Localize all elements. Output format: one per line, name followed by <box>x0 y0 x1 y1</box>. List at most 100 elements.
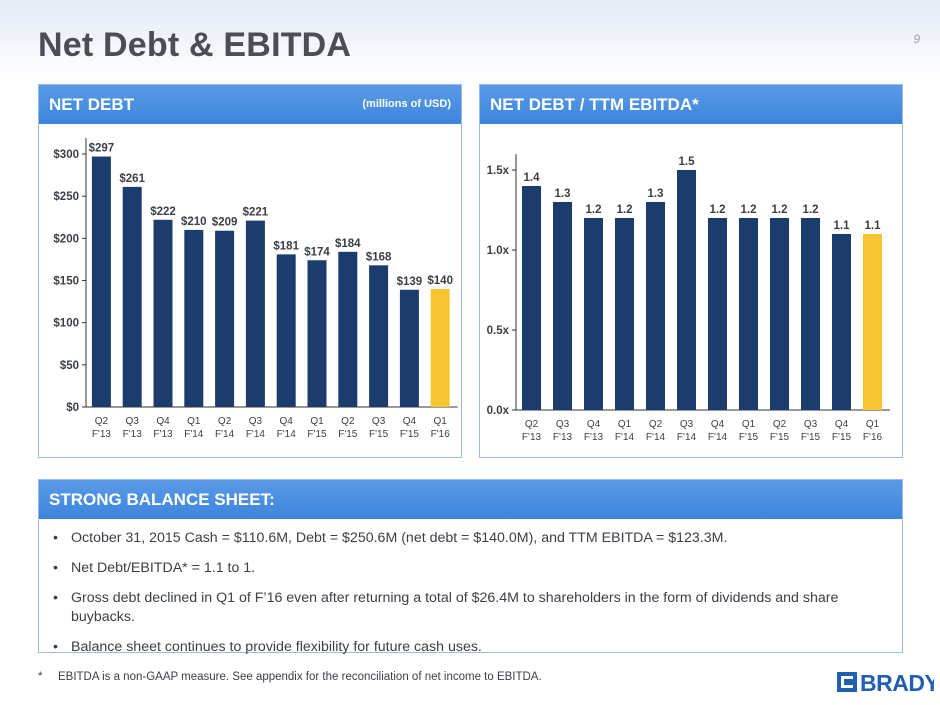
bar <box>245 220 265 407</box>
x-tick-label: Q1 <box>187 416 201 427</box>
data-label: 1.2 <box>741 204 757 216</box>
x-tick-label: F'14 <box>708 432 728 443</box>
bar <box>91 156 111 407</box>
x-tick-label: F'13 <box>522 432 542 443</box>
bullet-marker: • <box>53 560 58 576</box>
bar <box>615 218 634 410</box>
x-tick-label: F'14 <box>615 432 635 443</box>
bullet-marker: • <box>53 639 58 655</box>
y-tick-label: $300 <box>53 149 79 161</box>
bullet-text: Gross debt declined in Q1 of F’16 even a… <box>71 590 839 625</box>
net-debt-panel: NET DEBT (millions of USD) $0 $50 $100 $150… <box>38 84 462 458</box>
x-tick-label: Q2 <box>525 419 539 430</box>
bar <box>430 288 450 407</box>
data-label: 1.3 <box>648 188 664 200</box>
x-tick-label: Q2 <box>95 416 109 427</box>
bar <box>832 234 851 410</box>
x-tick-label: F'15 <box>369 429 389 440</box>
x-tick-label: F'16 <box>863 432 883 443</box>
x-tick-label: F'15 <box>400 429 420 440</box>
data-label: $221 <box>243 207 269 219</box>
bullet-marker: • <box>53 590 58 606</box>
bar <box>677 170 696 410</box>
bar <box>708 218 727 410</box>
x-tick-label: F'13 <box>123 429 143 440</box>
data-label: 1.3 <box>555 188 571 200</box>
x-tick-label: Q4 <box>403 416 417 427</box>
bullet-marker: • <box>53 530 58 546</box>
bullet-text: Balance sheet continues to provide flexi… <box>71 639 482 655</box>
data-label: 1.5 <box>679 156 696 168</box>
bar <box>369 265 389 407</box>
x-tick-label: Q2 <box>341 416 355 427</box>
x-tick-label: F'13 <box>553 432 573 443</box>
ratio-title: NET DEBT / TTM EBITDA* <box>490 95 699 114</box>
x-tick-label: Q4 <box>587 419 601 430</box>
x-tick-label: F'13 <box>92 429 112 440</box>
y-tick-label: 0.0x <box>487 405 510 417</box>
bar <box>276 254 296 407</box>
x-tick-label: F'15 <box>338 429 358 440</box>
bar <box>122 186 142 407</box>
y-tick-label: $0 <box>66 402 79 414</box>
x-tick-label: Q4 <box>835 419 849 430</box>
x-tick-label: Q1 <box>434 416 448 427</box>
balance-sheet-header: STRONG BALANCE SHEET: <box>39 480 902 519</box>
bar <box>338 251 358 407</box>
x-tick-label: Q3 <box>804 419 818 430</box>
x-tick-label: Q4 <box>156 416 170 427</box>
data-label: 1.1 <box>865 220 882 232</box>
y-tick-label: 0.5x <box>487 325 510 337</box>
y-tick-label: 1.0x <box>487 245 510 257</box>
x-tick-label: Q1 <box>742 419 756 430</box>
bar <box>863 234 882 410</box>
data-label: 1.4 <box>524 172 541 184</box>
x-tick-label: Q2 <box>218 416 232 427</box>
x-tick-label: F'15 <box>770 432 790 443</box>
balance-sheet-panel: STRONG BALANCE SHEET: • October 31, 2015… <box>38 479 903 655</box>
bar <box>399 289 419 407</box>
data-label: 1.2 <box>803 204 819 216</box>
x-tick-label: Q3 <box>249 416 263 427</box>
x-tick-label: F'14 <box>677 432 697 443</box>
bar <box>553 202 572 410</box>
x-tick-label: Q4 <box>280 416 294 427</box>
x-tick-label: F'14 <box>277 429 297 440</box>
bullet-text: Net Debt/EBITDA* = 1.1 to 1. <box>71 560 256 576</box>
footnote-text: EBITDA is a non-GAAP measure. See append… <box>58 671 542 683</box>
net-debt-chart: $0 $50 $100 $150 $200 $250 $300 $297 Q2 F'13 $261 Q… <box>53 138 458 440</box>
x-tick-label: F'14 <box>246 429 266 440</box>
x-tick-label: Q2 <box>649 419 663 430</box>
bullet-item: • October 31, 2015 Cash = $110.6M, Debt … <box>53 529 882 548</box>
x-tick-label: F'15 <box>307 429 327 440</box>
y-tick-label: $150 <box>53 276 79 288</box>
data-label: $184 <box>335 238 361 250</box>
data-label: $210 <box>181 216 207 228</box>
bullet-text: October 31, 2015 Cash = $110.6M, Debt = … <box>71 530 728 546</box>
x-tick-label: Q3 <box>126 416 140 427</box>
x-tick-label: F'15 <box>801 432 821 443</box>
bar <box>215 230 235 407</box>
bullet-item: • Gross debt declined in Q1 of F’16 even… <box>53 589 882 627</box>
x-tick-label: Q1 <box>310 416 324 427</box>
balance-sheet-bullets: • October 31, 2015 Cash = $110.6M, Debt … <box>39 519 902 655</box>
ratio-panel-header: NET DEBT / TTM EBITDA* <box>480 85 902 124</box>
bar <box>646 202 665 410</box>
data-label: 1.2 <box>710 204 726 216</box>
y-tick-label: 1.5x <box>487 165 510 177</box>
data-label: $222 <box>150 206 176 218</box>
net-debt-title: NET DEBT <box>49 95 134 114</box>
y-tick-label: $200 <box>53 233 79 245</box>
y-tick-label: $250 <box>53 191 79 203</box>
x-tick-label: Q1 <box>618 419 632 430</box>
bar <box>584 218 603 410</box>
data-label: $140 <box>427 275 453 287</box>
data-label: $139 <box>397 276 423 288</box>
bar <box>739 218 758 410</box>
x-tick-label: F'13 <box>153 429 173 440</box>
x-tick-label: F'16 <box>431 429 451 440</box>
x-tick-label: F'15 <box>739 432 759 443</box>
x-tick-label: Q2 <box>773 419 787 430</box>
footnote-marker: * <box>38 671 43 683</box>
net-debt-panel-header: NET DEBT (millions of USD) <box>39 85 461 124</box>
